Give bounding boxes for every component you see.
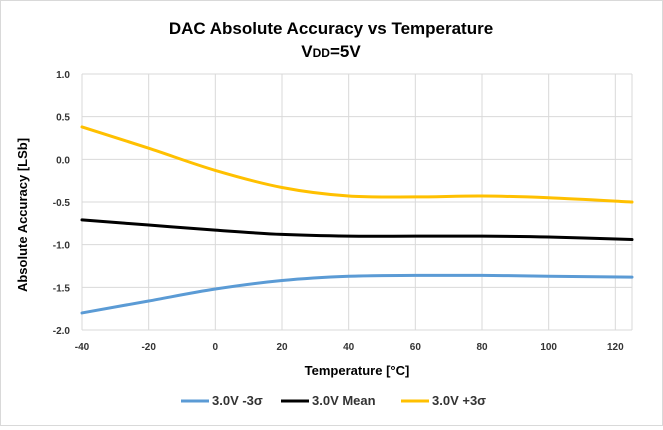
y-tick-label: 0.5 [56,113,70,124]
y-tick-label: -0.5 [53,198,71,209]
legend-label: 3.0V Mean [312,393,376,408]
x-tick-label: -20 [141,342,156,353]
x-tick-label: -40 [75,342,90,353]
legend-label: 3.0V +3σ [432,393,486,408]
y-tick-label: 1.0 [56,70,70,81]
x-tick-label: 100 [540,342,557,353]
x-tick-label: 80 [476,342,488,353]
chart-subtitle: VDD=5V [301,42,361,61]
y-tick-label: -1.0 [53,241,71,252]
x-axis-ticks: -40 -20 0 20 40 60 80 100 120 [75,342,624,353]
gridlines [81,73,633,331]
series-line [80,218,634,242]
x-tick-label: 0 [213,342,219,353]
series-lines [80,125,634,315]
x-tick-label: 60 [410,342,422,353]
x-tick-label: 120 [607,342,624,353]
x-tick-label: 20 [276,342,288,353]
x-tick-label: 40 [343,342,355,353]
legend: 3.0V -3σ 3.0V Mean 3.0V +3σ [181,393,486,408]
y-tick-label: -2.0 [53,326,71,337]
y-axis-ticks: 1.0 0.5 0.0 -0.5 -1.0 -1.5 -2.0 [53,70,71,337]
x-axis-title: Temperature [°C] [305,363,410,378]
series-line [80,125,634,204]
legend-label: 3.0V -3σ [212,393,263,408]
y-tick-label: -1.5 [53,283,71,294]
series-line [80,273,634,315]
y-tick-label: 0.0 [56,155,70,166]
y-axis-title: Absolute Accuracy [LSb] [15,138,30,292]
chart-title: DAC Absolute Accuracy vs Temperature [169,19,493,38]
